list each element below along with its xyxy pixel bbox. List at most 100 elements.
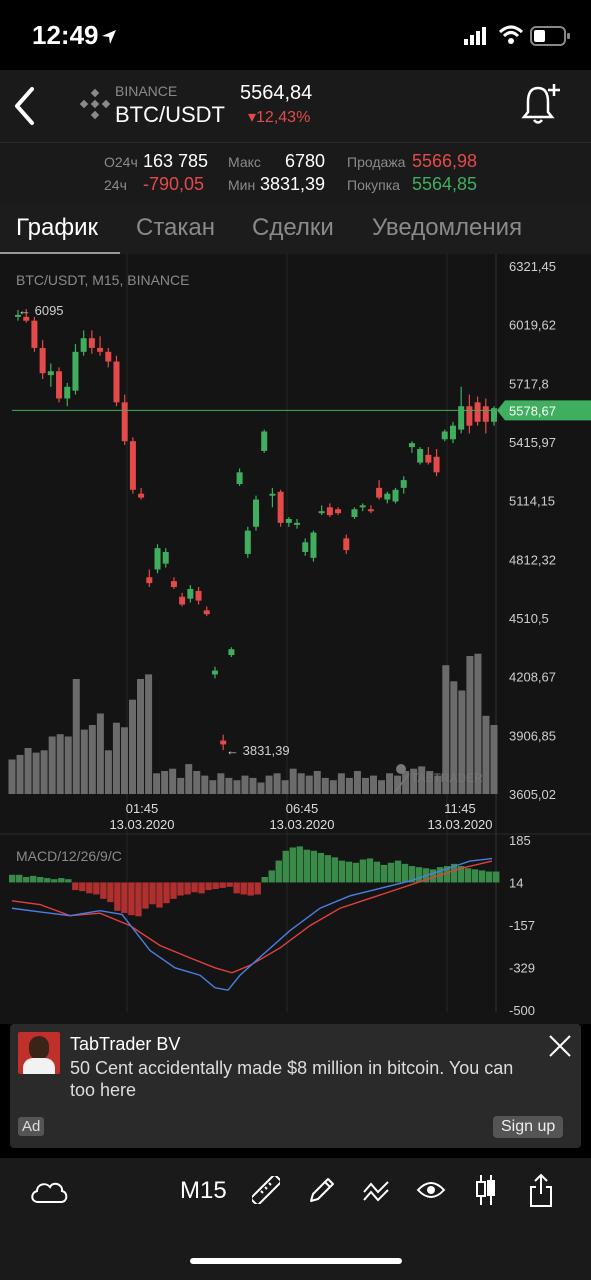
sign-up-button[interactable]: Sign up [493, 1116, 564, 1138]
macd-histogram-bar [408, 866, 416, 883]
volume-bar [410, 768, 418, 794]
volume-bar [289, 768, 297, 794]
candle-body [39, 347, 46, 374]
indicators-icon[interactable] [362, 1178, 390, 1202]
volume-bar [72, 679, 80, 794]
volume-bar [321, 777, 329, 794]
volume-bar [257, 782, 265, 794]
volume-bar [361, 777, 369, 794]
watermark-dot [396, 764, 406, 774]
volume-bar [265, 775, 273, 794]
price-tick-label: 6321,45 [509, 259, 556, 274]
status-time: 12:49 [32, 20, 99, 50]
volume-bar [305, 775, 313, 794]
market-stats: О24ч 163 785 Макс 6780 Продажа 5566,98 2… [0, 142, 591, 205]
macd-histogram-bar [93, 882, 100, 895]
candle-body [113, 361, 120, 403]
candle-body [400, 480, 407, 488]
macd-histogram-bar [254, 882, 261, 895]
volume-bar [482, 715, 490, 794]
candle-body [359, 505, 366, 508]
ad-banner[interactable]: TabTrader BV 50 Cent accidentally made $… [10, 1024, 581, 1148]
volume-bar [64, 736, 72, 794]
macd-histogram-bar [429, 869, 437, 883]
share-icon[interactable] [528, 1172, 554, 1208]
candle-body [72, 351, 79, 391]
macd-histogram-bar [324, 855, 332, 883]
candle-body [318, 511, 325, 514]
eye-icon[interactable] [416, 1180, 446, 1200]
candle-body [56, 371, 63, 399]
volume-bar [402, 771, 410, 794]
macd-histogram-bar [317, 852, 325, 883]
tab-trades[interactable]: Сделки [252, 214, 334, 241]
volume-bar [297, 773, 305, 794]
volume-bar [8, 759, 16, 794]
interval-selector[interactable]: M15 [180, 1177, 227, 1204]
candle-body [211, 670, 218, 675]
cellular-signal-icon [464, 27, 486, 45]
back-icon[interactable] [12, 86, 36, 126]
volume-bar [386, 773, 394, 794]
macd-histogram-bar [289, 847, 296, 883]
macd-tick-label: 14 [509, 876, 523, 891]
candle-body [187, 588, 194, 599]
candle-body [466, 406, 473, 426]
volume-bar [313, 771, 321, 794]
candle-body [491, 408, 497, 422]
macd-histogram-bar [177, 882, 184, 896]
macd-histogram-bar [51, 879, 58, 883]
price-chart[interactable]: BTC/USDT, M15, BINANCE MACD/12/26/9/C 63… [0, 254, 591, 1024]
binance-logo-icon [80, 88, 110, 120]
volume-bar [353, 771, 361, 794]
ruler-icon[interactable] [252, 1176, 280, 1204]
chart-area[interactable]: BTC/USDT, M15, BINANCE MACD/12/26/9/C 63… [0, 254, 591, 1024]
candle-body [220, 740, 227, 745]
macd-histogram-bar [450, 863, 458, 883]
price-tick-label: 6019,62 [509, 318, 556, 333]
volume-bar [474, 653, 482, 794]
macd-histogram-bar [114, 882, 121, 911]
candle-body [269, 493, 276, 496]
cloud-icon[interactable] [28, 1176, 70, 1206]
candle-body [121, 402, 128, 442]
macd-histogram-bar [219, 882, 226, 888]
tab-order-book[interactable]: Стакан [136, 214, 216, 241]
tab-chart[interactable]: График [16, 214, 98, 241]
volume-bar [345, 777, 353, 794]
volume-bar [249, 777, 257, 794]
macd-histogram-bar [338, 860, 346, 883]
macd-histogram-bar [394, 860, 402, 883]
candle-body [203, 610, 210, 615]
candle-body [23, 316, 30, 321]
macd-histogram-bar [464, 868, 472, 883]
macd-histogram-bar [170, 882, 177, 899]
add-alert-bell-icon[interactable] [520, 82, 564, 128]
price-tick-label: 3906,85 [509, 728, 556, 743]
candle-body [449, 425, 456, 440]
candle-body [228, 649, 235, 656]
sell-value: 5566,98 [412, 151, 478, 171]
macd-line [11, 857, 493, 991]
candle-body [146, 577, 153, 584]
macd-histogram-bar [493, 871, 500, 883]
time-label: 11:45 [444, 801, 476, 816]
macd-histogram-bar [478, 870, 486, 883]
macd-histogram-bar [485, 871, 493, 883]
macd-histogram-bar [359, 859, 367, 883]
macd-histogram-bar [212, 882, 219, 889]
candle-body [367, 509, 374, 512]
pencil-icon[interactable] [308, 1176, 336, 1204]
macd-tick-label: 185 [509, 833, 531, 848]
high-marker-label: ← 6095 [18, 303, 64, 318]
volume-bar [24, 748, 32, 794]
macd-histogram-bar [184, 882, 191, 895]
close-icon[interactable] [548, 1034, 572, 1058]
volume-bar [466, 656, 474, 794]
tab-alerts[interactable]: Уведомления [372, 214, 523, 241]
macd-histogram-bar [247, 882, 254, 896]
macd-histogram-bar [44, 878, 51, 883]
volume-bar [241, 775, 249, 794]
volume-bar [32, 752, 40, 794]
candlestick-type-icon[interactable] [474, 1172, 498, 1208]
